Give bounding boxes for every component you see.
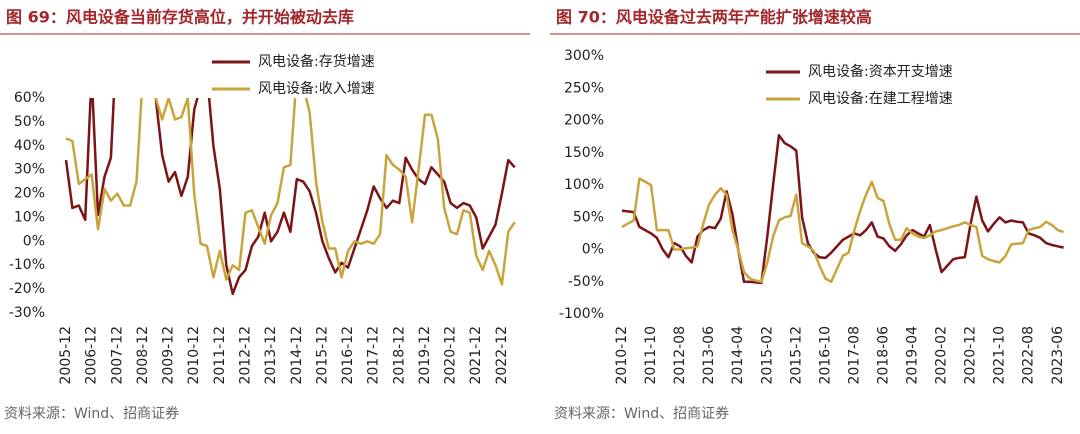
x-tick-label: 2010-12 (614, 326, 630, 385)
chart-title: 图 69：风电设备当前存货高位，并开始被动去库 (6, 8, 354, 27)
plot-lines (64, 98, 516, 296)
y-tick-label: -50% (568, 274, 604, 290)
x-tick-label: 2021-10 (992, 326, 1008, 385)
x-tick-label: 2012-12 (237, 326, 253, 385)
y-tick-label: 50% (573, 209, 604, 225)
y-tick-label: 60% (14, 90, 45, 106)
x-tick-label: 2023-06 (1050, 326, 1066, 385)
y-tick-label: 300% (564, 48, 604, 64)
y-tick-label: 10% (14, 209, 45, 225)
x-tick-label: 2019-04 (905, 326, 921, 385)
series-line (621, 177, 1065, 284)
y-tick-label: -100% (559, 306, 604, 322)
y-tick-label: 100% (564, 177, 604, 193)
series-line (621, 134, 1064, 285)
x-tick-label: 2013-12 (263, 326, 279, 385)
chart-title: 图 70：风电设备过去两年产能扩张增速较高 (556, 8, 872, 27)
x-tick-label: 2009-12 (161, 326, 177, 385)
x-tick-label: 2014-04 (730, 326, 746, 385)
legend-label: 风电设备:在建工程增速 (808, 90, 953, 107)
x-tick-label: 2016-12 (340, 326, 356, 385)
x-tick-label: 2022-12 (494, 326, 510, 385)
y-tick-label: -10% (9, 257, 45, 273)
y-tick-label: 200% (564, 113, 604, 129)
y-tick-label: 250% (564, 80, 604, 96)
series-line (65, 98, 516, 286)
x-tick-label: 2011-10 (643, 326, 659, 385)
x-tick-label: 2015-12 (314, 326, 330, 385)
x-tick-label: 2015-12 (788, 326, 804, 385)
x-tick-label: 2008-12 (135, 326, 151, 385)
x-tick-label: 2005-12 (58, 326, 74, 385)
y-tick-label: 40% (14, 138, 45, 154)
plot-lines (621, 134, 1065, 285)
x-tick-label: 2006-12 (84, 326, 100, 385)
source-note: 资料来源：Wind、招商证券 (554, 406, 729, 422)
y-tick-label: 150% (564, 145, 604, 161)
x-tick-label: 2015-02 (759, 326, 775, 385)
x-tick-label: 2014-12 (289, 326, 305, 385)
y-tick-label: -30% (9, 305, 45, 321)
x-tick-label: 2017-12 (366, 326, 382, 385)
legend-label: 风电设备:存货增速 (258, 53, 375, 70)
x-tick-label: 2012-08 (672, 326, 688, 385)
x-tick-label: 2020-12 (963, 326, 979, 385)
source-note: 资料来源：Wind、招商证券 (4, 406, 179, 422)
x-tick-label: 2019-12 (417, 326, 433, 385)
x-tick-label: 2017-08 (846, 326, 862, 385)
x-tick-label: 2018-12 (391, 326, 407, 385)
series-line (64, 98, 516, 296)
legend-label: 风电设备:资本开支增速 (808, 63, 953, 80)
y-tick-label: 50% (14, 114, 45, 130)
x-tick-label: 2020-12 (443, 326, 459, 385)
x-tick-label: 2011-12 (212, 326, 228, 385)
y-tick-label: 30% (14, 162, 45, 178)
x-tick-label: 2007-12 (109, 326, 125, 385)
y-tick-label: -20% (9, 281, 45, 297)
x-tick-label: 2021-12 (468, 326, 484, 385)
x-tick-label: 2010-12 (186, 326, 202, 385)
x-tick-label: 2018-06 (875, 326, 891, 385)
x-tick-label: 2022-08 (1021, 326, 1037, 385)
y-tick-label: 0% (582, 242, 604, 258)
y-tick-label: 20% (14, 186, 45, 202)
x-tick-label: 2016-10 (817, 326, 833, 385)
x-tick-label: 2013-06 (701, 326, 717, 385)
legend-label: 风电设备:收入增速 (258, 80, 375, 97)
y-tick-label: 0% (23, 233, 45, 249)
x-tick-label: 2020-02 (934, 326, 950, 385)
